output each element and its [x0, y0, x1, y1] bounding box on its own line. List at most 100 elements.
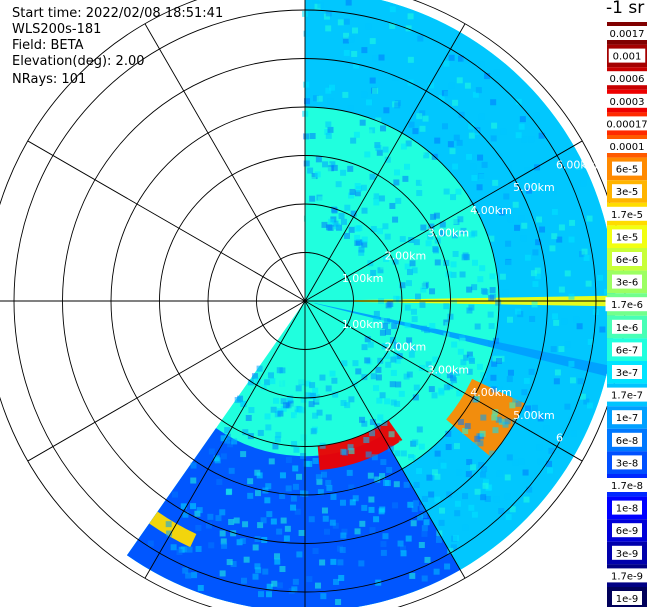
speckle-gate	[377, 267, 384, 274]
speckle-gate	[325, 10, 332, 17]
speckle-gate	[312, 387, 319, 394]
speckle-gate	[418, 443, 425, 450]
speckle-gate	[245, 414, 252, 421]
colorbar-label-bg	[612, 229, 642, 244]
speckle-gate	[379, 392, 386, 399]
speckle-gate	[471, 511, 478, 518]
speckle-gate	[317, 196, 324, 203]
speckle-gate	[430, 213, 437, 220]
speckle-gate	[354, 234, 361, 241]
speckle-gate	[345, 58, 352, 65]
speckle-gate	[347, 165, 354, 172]
speckle-gate	[407, 56, 414, 63]
speckle-gate	[456, 139, 463, 146]
speckle-gate	[350, 137, 357, 144]
speckle-gate	[331, 377, 338, 384]
speckle-gate	[361, 504, 368, 511]
speckle-gate	[368, 496, 375, 503]
speckle-gate	[402, 221, 409, 228]
speckle-gate	[380, 541, 387, 548]
azimuth-spoke-210	[144, 300, 306, 579]
colorbar-label-bg	[612, 274, 642, 289]
speckle-gate	[512, 459, 519, 466]
speckle-gate	[498, 508, 505, 515]
colorbar-label-bg	[605, 297, 647, 312]
speckle-gate	[367, 472, 374, 479]
speckle-gate	[452, 99, 459, 106]
speckle-gate	[334, 223, 341, 230]
speckle-gate	[469, 199, 476, 206]
speckle-gate	[389, 6, 396, 13]
speckle-gate	[474, 323, 481, 330]
speckle-gate	[365, 23, 372, 30]
speckle-gate	[350, 431, 357, 438]
speckle-gate	[407, 457, 414, 464]
speckle-gate	[435, 536, 442, 543]
speckle-gate	[371, 454, 378, 461]
colorbar-label: 1.7e-9	[611, 571, 643, 582]
speckle-gate	[420, 178, 427, 185]
speckle-gate	[536, 444, 543, 451]
speckle-gate	[348, 36, 355, 43]
speckle-gate	[339, 434, 346, 441]
colorbar-label-bg	[612, 432, 642, 447]
speckle-gate	[418, 541, 425, 548]
speckle-gate	[251, 383, 258, 390]
speckle-gate	[586, 215, 593, 222]
speckle-gate	[444, 563, 451, 570]
speckle-gate	[352, 360, 359, 367]
speckle-gate	[528, 368, 535, 375]
speckle-gate	[531, 301, 538, 308]
speckle-gate	[472, 266, 479, 273]
speckle-gate	[219, 570, 226, 577]
speckle-gate	[325, 385, 332, 392]
colorbar-label: 3e-8	[616, 458, 639, 469]
speckle-gate	[276, 367, 283, 374]
speckle-gate	[394, 400, 401, 407]
speckle-gate	[190, 462, 197, 469]
speckle-gate	[538, 132, 545, 139]
speckle-gate	[274, 553, 281, 560]
speckle-gate	[478, 462, 485, 469]
speckle-gate	[462, 284, 469, 291]
speckle-gate	[398, 390, 405, 397]
speckle-gate	[531, 404, 538, 411]
speckle-gate	[558, 286, 565, 293]
speckle-gate	[340, 169, 347, 176]
ring-label-ne: 5.00km	[513, 181, 555, 194]
speckle-gate	[380, 549, 387, 556]
speckle-gate	[256, 472, 263, 479]
speckle-gate	[428, 223, 435, 230]
speckle-gate	[322, 161, 329, 168]
speckle-gate	[316, 409, 323, 416]
speckle-gate	[394, 450, 401, 457]
speckle-gate	[376, 228, 383, 235]
speckle-gate	[533, 112, 540, 119]
colorbar-label: 0.001	[613, 52, 642, 63]
speckle-gate	[569, 377, 576, 384]
speckle-gate	[205, 522, 212, 529]
speckle-gate	[502, 421, 509, 428]
speckle-gate	[507, 369, 514, 376]
speckle-gate	[224, 433, 231, 440]
speckle-gate	[387, 300, 394, 307]
speckle-gate	[354, 225, 361, 232]
speckle-gate	[307, 167, 314, 174]
speckle-gate	[227, 441, 234, 448]
speckle-gate	[400, 450, 407, 457]
speckle-gate	[312, 412, 319, 419]
speckle-gate	[478, 173, 485, 180]
speckle-gate	[512, 201, 519, 208]
speckle-gate	[343, 49, 350, 56]
field-text: Field: BETA	[12, 38, 84, 53]
speckle-gate	[325, 414, 332, 421]
speckle-gate	[338, 574, 345, 581]
ring-label-se: 6	[556, 432, 563, 445]
speckle-gate	[190, 477, 197, 484]
speckle-gate	[359, 119, 366, 126]
speckle-gate	[280, 398, 287, 405]
colorbar-label: 3e-6	[616, 278, 639, 289]
speckle-gate	[514, 224, 521, 231]
speckle-gate	[230, 561, 237, 568]
speckle-gate	[459, 337, 466, 344]
